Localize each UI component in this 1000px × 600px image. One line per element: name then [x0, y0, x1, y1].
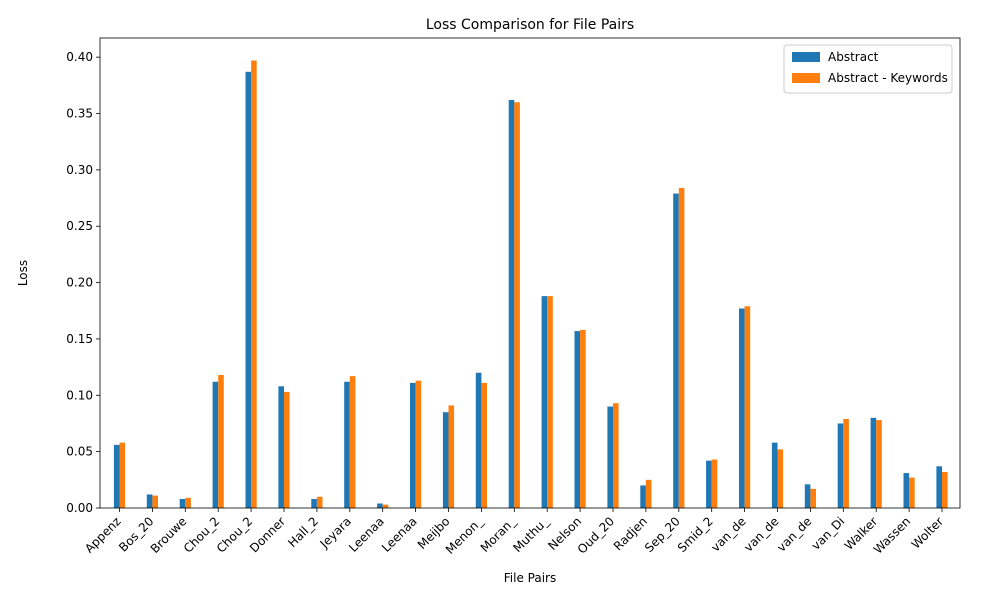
bar-abstract-keywords-9: [415, 380, 422, 508]
bar-abstract-keywords-22: [843, 418, 849, 508]
bar-abstract-keywords-18: [711, 459, 718, 508]
bar-abstract-16: [640, 485, 646, 508]
bar-abstract-20: [771, 442, 778, 508]
bar-abstract-keywords-5: [284, 391, 290, 508]
legend-swatch-0: [792, 52, 820, 62]
bar-abstract-keywords-2: [185, 497, 191, 508]
legend: Abstract Abstract - Keywords: [783, 44, 953, 94]
y-tick-label: 0.05: [66, 445, 93, 459]
bar-abstract-keywords-4: [251, 60, 257, 508]
legend-swatch-1: [792, 73, 820, 83]
y-tick-label: 0.35: [66, 107, 93, 121]
bar-abstract-keywords-15: [613, 403, 619, 508]
bar-abstract-4: [245, 71, 252, 508]
y-tick-label: 0.10: [66, 388, 93, 402]
y-tick-label: 0.30: [66, 163, 93, 177]
legend-label-1: Abstract - Keywords: [828, 71, 948, 85]
bar-abstract-14: [574, 331, 581, 508]
y-axis-label: Loss: [16, 260, 30, 286]
y-tick-label: 0.40: [66, 50, 93, 64]
bar-abstract-2: [179, 498, 186, 508]
bar-abstract-13: [541, 296, 548, 508]
bar-abstract-keywords-6: [316, 496, 323, 508]
bar-abstract-11: [475, 372, 482, 508]
bar-abstract-keywords-10: [448, 405, 455, 508]
bar-abstract-keywords-25: [942, 471, 948, 508]
bar-abstract-9: [410, 382, 416, 508]
plot-frame: [99, 37, 961, 509]
bar-abstract-keywords-11: [481, 382, 487, 508]
bar-abstract-18: [706, 460, 712, 508]
bar-abstract-12: [508, 99, 515, 509]
bar-abstract-keywords-21: [810, 488, 816, 508]
y-tick-label: 0.25: [66, 219, 93, 233]
bar-abstract-7: [344, 381, 350, 508]
y-axis-ticks: 0.00 0.05 0.10 0.15 0.20 0.25 0.30 0.35 0.40: [66, 50, 100, 515]
bar-abstract-21: [804, 484, 811, 508]
legend-box: [783, 44, 953, 94]
bar-abstract-5: [278, 386, 284, 508]
bar-abstract-keywords-0: [119, 442, 126, 508]
y-tick-label: 0.20: [66, 276, 93, 290]
bar-abstract-24: [903, 473, 910, 508]
bar-abstract-0: [113, 444, 120, 508]
bar-abstract-17: [673, 193, 679, 509]
bar-abstract-keywords-13: [547, 296, 553, 508]
bar-abstract-keywords-8: [382, 504, 389, 508]
bar-abstract-keywords-7: [349, 376, 356, 508]
bar-abstract-6: [311, 498, 317, 508]
bar-abstract-keywords-14: [580, 329, 586, 508]
bar-abstract-8: [377, 503, 383, 508]
bar-abstract-keywords-3: [218, 375, 224, 508]
bar-abstract-25: [936, 466, 942, 508]
bar-abstract-keywords-17: [678, 187, 685, 508]
bar-abstract-keywords-19: [744, 306, 751, 508]
bar-abstract-keywords-20: [777, 449, 784, 508]
bar-abstract-keywords-23: [876, 420, 882, 508]
legend-label-0: Abstract: [828, 50, 879, 64]
y-tick-label: 0.15: [66, 332, 93, 346]
bar-abstract-23: [870, 417, 877, 508]
bar-abstract-19: [739, 308, 745, 508]
x-axis-label: File Pairs: [504, 571, 556, 585]
bar-abstract-keywords-16: [645, 479, 652, 508]
bar-abstract-keywords-12: [514, 102, 520, 509]
bars-group: [113, 60, 948, 509]
bar-abstract-10: [442, 412, 449, 508]
bar-abstract-3: [212, 381, 219, 508]
bar-abstract-1: [146, 494, 153, 508]
bar-abstract-keywords-24: [909, 477, 915, 508]
y-tick-label: 0.00: [66, 501, 93, 515]
chart-title: Loss Comparison for File Pairs: [426, 17, 634, 33]
bar-abstract-keywords-1: [152, 495, 158, 508]
bar-abstract-15: [607, 406, 613, 508]
bar-abstract-22: [837, 423, 844, 508]
